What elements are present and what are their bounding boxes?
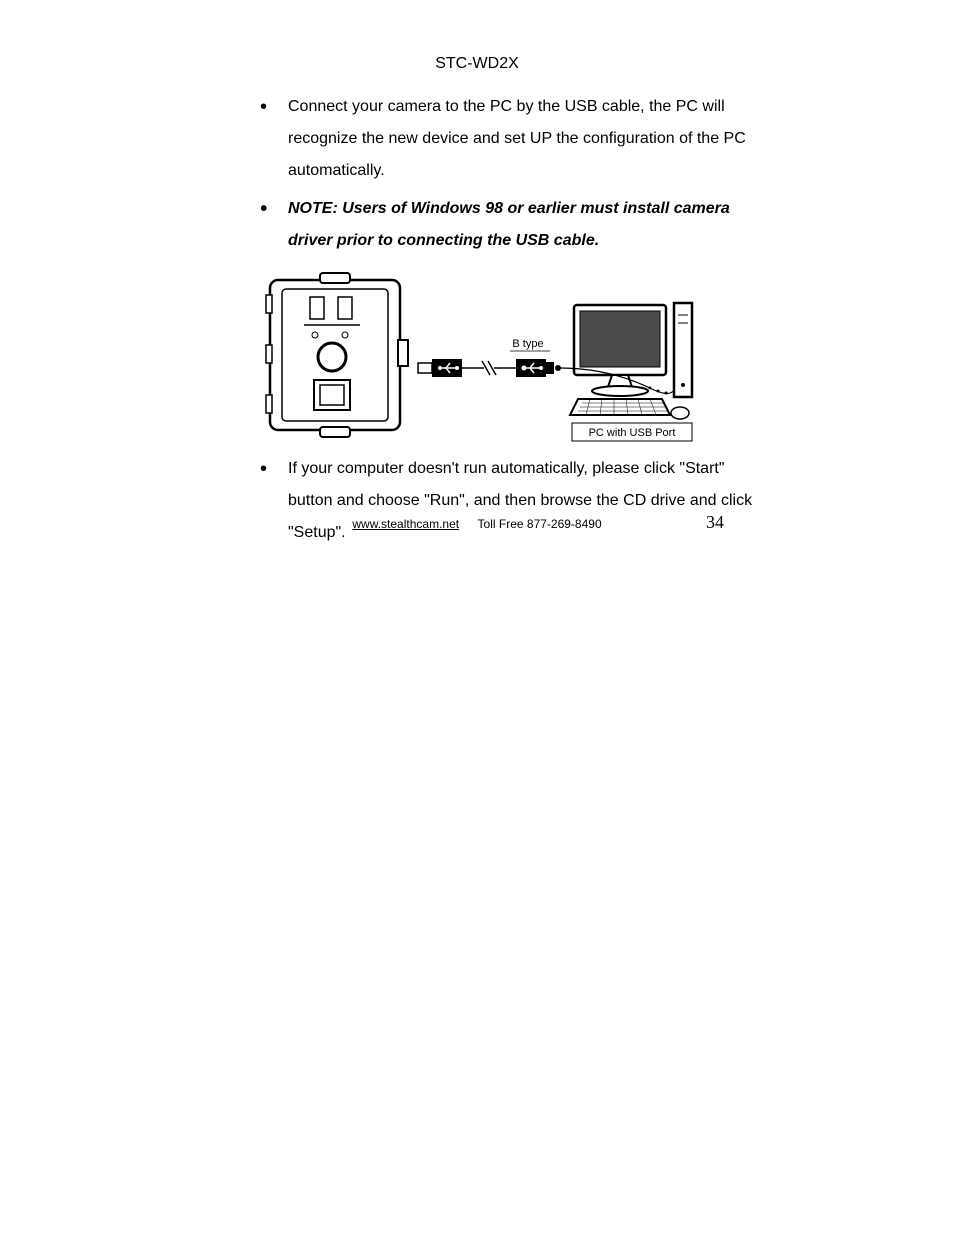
- diagram-svg: B type: [260, 265, 700, 445]
- footer-link[interactable]: www.stealthcam.net: [352, 517, 459, 531]
- page-footer: www.stealthcam.net Toll Free 877-269-849…: [0, 515, 954, 533]
- document-page: STC-WD2X Connect your camera to the PC b…: [0, 0, 954, 1235]
- list-item: If your computer doesn't run automatical…: [260, 453, 754, 549]
- usb-cable-icon: B type: [418, 338, 561, 377]
- label-b-type: B type: [512, 338, 543, 350]
- page-header-title: STC-WD2X: [200, 55, 754, 73]
- instruction-list: Connect your camera to the PC by the USB…: [200, 91, 754, 257]
- instruction-list-2: If your computer doesn't run automatical…: [200, 453, 754, 549]
- connection-diagram: B type: [260, 265, 754, 445]
- pc-icon: PC with USB Port: [560, 303, 692, 441]
- camera-icon: [266, 273, 408, 437]
- list-item-note: NOTE: Users of Windows 98 or earlier mus…: [260, 193, 754, 257]
- list-item-text: Connect your camera to the PC by the USB…: [288, 98, 746, 179]
- page-number: 34: [706, 512, 724, 533]
- list-item: Connect your camera to the PC by the USB…: [260, 91, 754, 187]
- label-pc: PC with USB Port: [589, 427, 676, 439]
- list-item-text: NOTE: Users of Windows 98 or earlier mus…: [288, 200, 730, 249]
- footer-phone: Toll Free 877-269-8490: [478, 517, 602, 531]
